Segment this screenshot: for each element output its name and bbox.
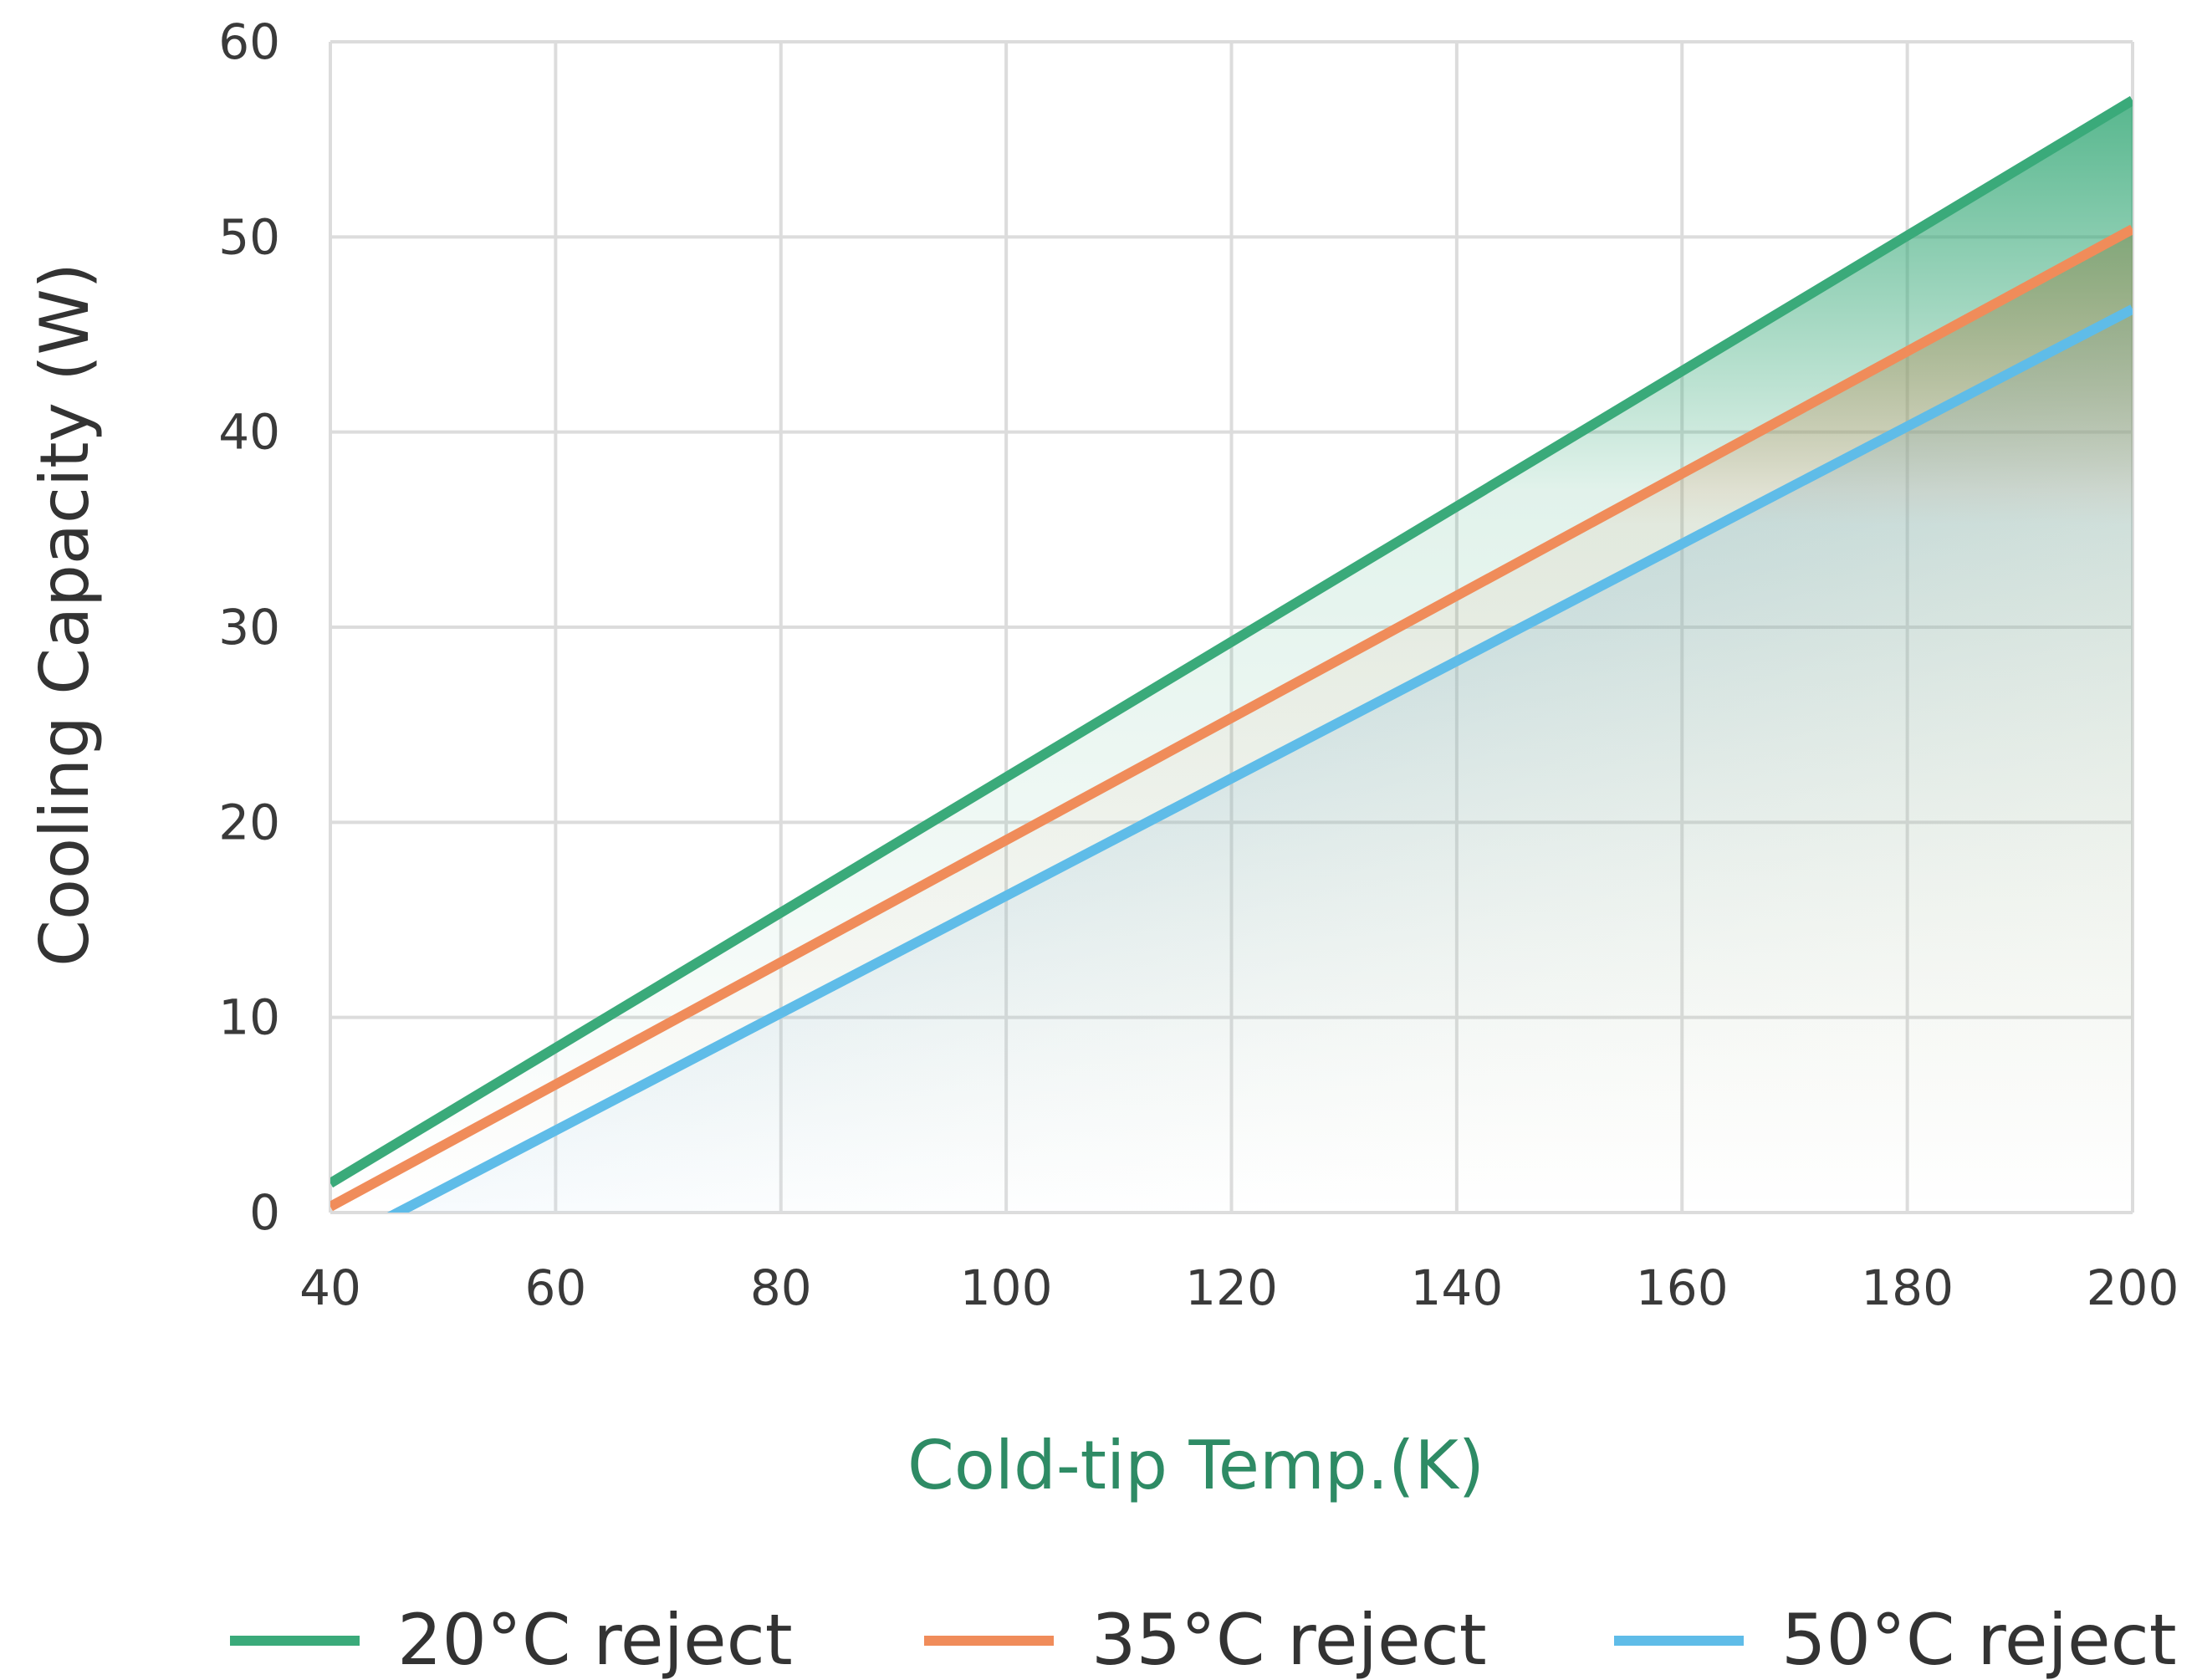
legend: 20°C reject 35°C reject 50°C reject	[230, 1599, 2177, 1680]
legend-label: 35°C reject	[1091, 1599, 1487, 1680]
x-tick-label: 80	[750, 1259, 812, 1316]
legend-label: 20°C reject	[397, 1599, 793, 1680]
series-line	[330, 224, 2133, 1212]
series-lines	[330, 95, 2133, 1213]
x-tick-label: 180	[1861, 1259, 1954, 1316]
x-tick-label: 140	[1411, 1259, 1504, 1316]
x-axis-label: Cold-tip Temp.(K)	[907, 1427, 1484, 1504]
y-tick-label: 30	[218, 599, 280, 656]
y-tick-label: 60	[218, 13, 280, 70]
y-tick-label: 20	[218, 794, 280, 850]
x-tick-label: 60	[524, 1259, 586, 1316]
y-axis-label: Cooling Capacity (W)	[26, 263, 104, 967]
series-area	[330, 100, 2133, 1213]
x-tick-label: 160	[1636, 1259, 1729, 1316]
series-line	[330, 95, 2133, 1188]
y-tick-label: 50	[218, 208, 280, 265]
legend-label: 50°C reject	[1781, 1599, 2177, 1680]
y-tick-label: 40	[218, 404, 280, 461]
y-tick-labels: 0 10 20 30 40 50 60	[218, 13, 280, 1241]
x-tick-label: 100	[960, 1259, 1053, 1316]
x-tick-label: 120	[1185, 1259, 1278, 1316]
x-tick-label: 40	[299, 1259, 361, 1316]
x-tick-label: 200	[2087, 1259, 2179, 1316]
y-tick-label: 0	[249, 1184, 280, 1241]
series-line	[386, 304, 2133, 1213]
y-tick-label: 10	[218, 989, 280, 1046]
x-tick-labels: 40 60 80 100 120 140 160 180 200	[299, 1259, 2179, 1316]
